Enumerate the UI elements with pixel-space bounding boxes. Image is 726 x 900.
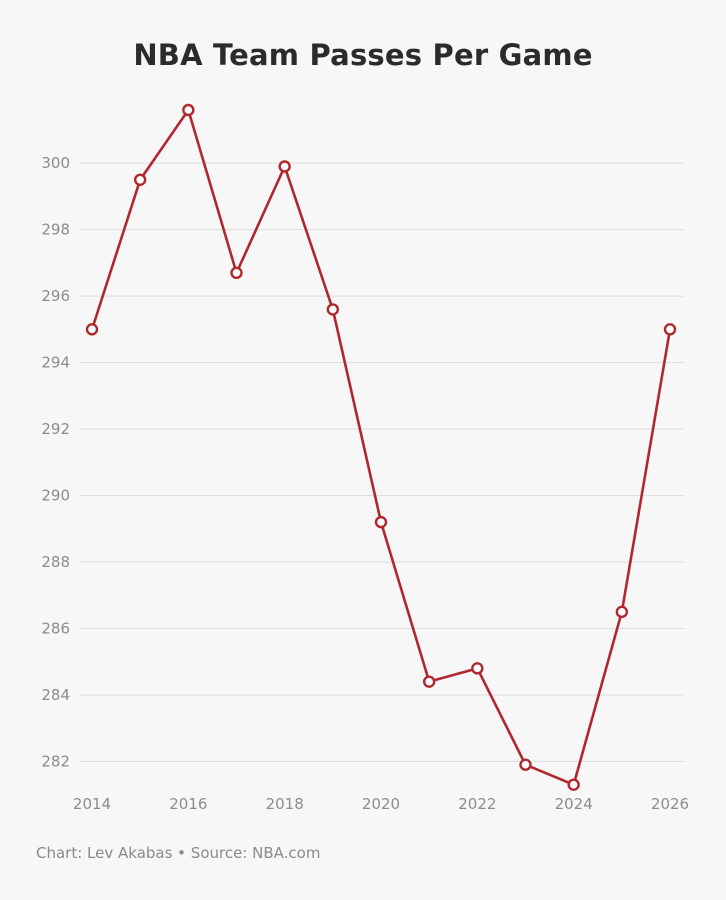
y-tick-label: 296: [41, 287, 70, 305]
x-axis-ticks: 2014 2016 2018 2020 2022 2024 2026: [73, 795, 689, 813]
data-point: [133, 173, 147, 186]
y-tick-label: 300: [41, 154, 70, 172]
y-tick-label: 282: [41, 752, 70, 770]
data-point: [326, 303, 340, 316]
data-point: [567, 778, 580, 791]
data-point: [374, 515, 388, 529]
data-point: [422, 675, 436, 688]
x-tick-label: 2020: [362, 795, 400, 813]
x-tick-label: 2016: [169, 795, 207, 813]
y-tick-label: 298: [41, 221, 70, 239]
x-tick-label: 2022: [458, 795, 496, 813]
data-point: [182, 103, 195, 117]
data-point: [663, 323, 677, 336]
data-point: [615, 605, 629, 619]
data-point: [278, 160, 291, 173]
chart-source-footer: Chart: Lev Akabas • Source: NBA.com: [36, 844, 321, 862]
y-tick-label: 290: [41, 487, 70, 505]
y-tick-label: 294: [41, 354, 70, 372]
grid-lines: [80, 162, 684, 762]
chart-title: NBA Team Passes Per Game: [133, 38, 593, 72]
y-tick-label: 292: [41, 420, 70, 438]
x-tick-label: 2018: [266, 795, 304, 813]
series-line: [90, 108, 672, 786]
data-point: [230, 266, 243, 280]
series: [85, 103, 677, 791]
x-tick-label: 2026: [651, 795, 689, 813]
y-tick-label: 284: [41, 686, 70, 704]
data-point: [85, 323, 99, 336]
x-tick-label: 2024: [555, 795, 593, 813]
y-tick-label: 288: [41, 553, 70, 571]
x-tick-label: 2014: [73, 795, 111, 813]
y-axis-ticks: 282 284 286 288 290 292 294 296 298 300: [41, 154, 70, 770]
data-point: [471, 662, 484, 675]
data-point: [519, 758, 532, 771]
y-tick-label: 286: [41, 619, 70, 637]
